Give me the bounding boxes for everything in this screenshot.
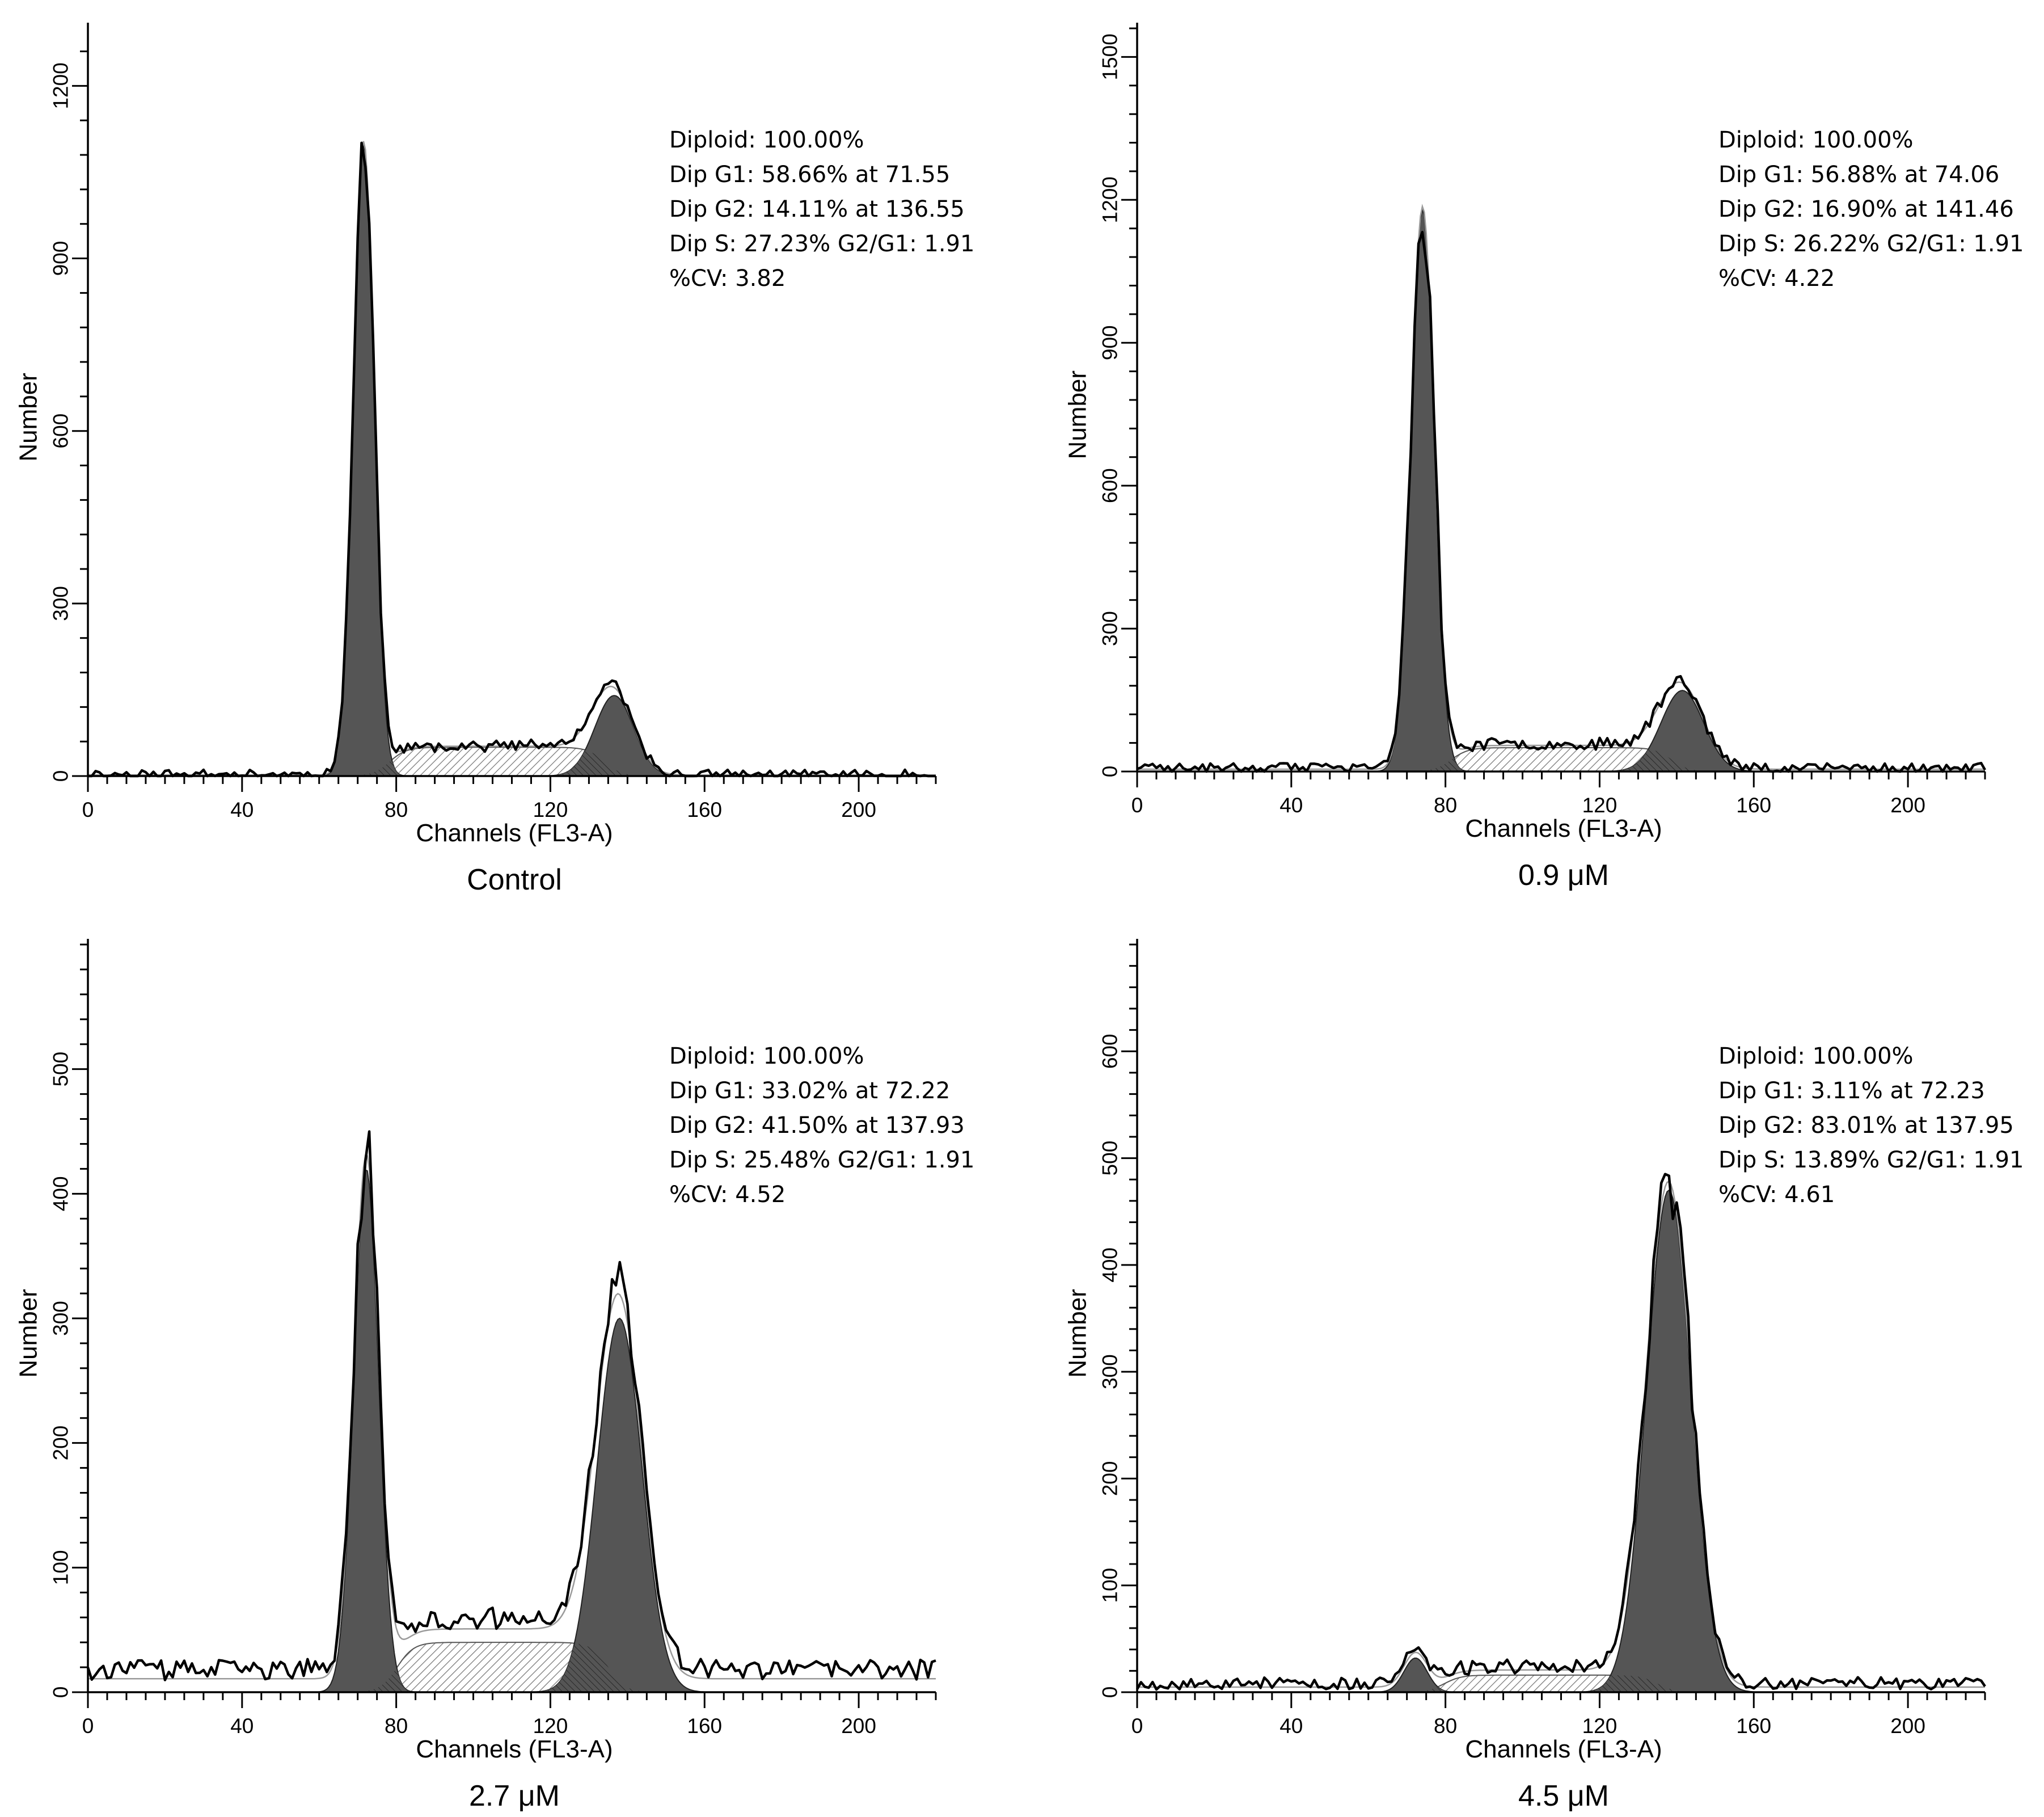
stats-line: Dip G2: 16.90% at 141.46 bbox=[1718, 196, 2014, 222]
x-tick-label: 40 bbox=[230, 798, 254, 821]
x-tick-label: 120 bbox=[1582, 794, 1618, 817]
g2-peak-area bbox=[88, 1317, 936, 1693]
x-tick-label: 80 bbox=[1434, 1714, 1457, 1738]
y-tick-label: 600 bbox=[49, 414, 73, 449]
x-tick-label: 160 bbox=[1736, 794, 1771, 817]
x-tick-label: 80 bbox=[385, 798, 408, 821]
stats-line: Diploid: 100.00% bbox=[1718, 127, 1914, 153]
y-tick-label: 1200 bbox=[1099, 176, 1122, 223]
g2-peak-area bbox=[1137, 1189, 1985, 1693]
x-axis-title: Channels (FL3-A) bbox=[1465, 1735, 1662, 1763]
x-tick-label: 160 bbox=[687, 1714, 722, 1738]
y-tick-label: 200 bbox=[49, 1426, 73, 1461]
histogram-panel-bottom-right: 0 40 80 120 160 200 0 100 200 300 400 500 600 Channel… bbox=[1064, 939, 2024, 1812]
y-axis-title: Number bbox=[15, 373, 43, 462]
stats-line: Dip G1: 58.66% at 71.55 bbox=[669, 162, 950, 188]
model-fit-line bbox=[1137, 1181, 1985, 1688]
x-tick-label: 80 bbox=[385, 1714, 408, 1738]
stats-line: Diploid: 100.00% bbox=[1718, 1043, 1914, 1069]
y-tick-label: 500 bbox=[1099, 1141, 1122, 1176]
x-tick-label: 120 bbox=[1582, 1714, 1618, 1738]
x-tick-label: 120 bbox=[533, 1714, 568, 1738]
y-tick-label: 0 bbox=[1099, 766, 1122, 778]
stats-line: Dip G2: 14.11% at 136.55 bbox=[669, 196, 965, 222]
y-axis-title: Number bbox=[1064, 370, 1092, 459]
x-tick-label: 0 bbox=[1131, 794, 1143, 817]
stats-line: Dip G2: 41.50% at 137.93 bbox=[669, 1112, 965, 1139]
x-axis-title: Channels (FL3-A) bbox=[1465, 815, 1662, 842]
x-tick-label: 0 bbox=[82, 1714, 94, 1738]
raw-histogram-line bbox=[1136, 1173, 1986, 1691]
panel-caption: 0.9 μM bbox=[1518, 859, 1609, 892]
x-tick-label: 0 bbox=[1131, 1714, 1143, 1738]
x-tick-label: 40 bbox=[1279, 794, 1303, 817]
raw-histogram-line bbox=[1137, 230, 1986, 773]
y-tick-label: 600 bbox=[1099, 468, 1122, 503]
x-tick-label: 200 bbox=[1890, 1714, 1925, 1738]
stats-line: Dip G2: 83.01% at 137.95 bbox=[1718, 1112, 2014, 1139]
x-tick-label: 40 bbox=[1279, 1714, 1303, 1738]
y-tick-label: 0 bbox=[1099, 1687, 1122, 1698]
panel-caption: 2.7 μM bbox=[469, 1780, 560, 1812]
y-tick-label: 500 bbox=[49, 1052, 73, 1087]
stats-line: Dip S: 26.22% G2/G1: 1.91 bbox=[1718, 231, 2024, 257]
panel-caption: 4.5 μM bbox=[1518, 1780, 1609, 1812]
y-tick-label: 100 bbox=[1099, 1568, 1122, 1603]
s-phase-area bbox=[1137, 747, 1985, 772]
model-fit-line bbox=[88, 1154, 936, 1680]
stats-line: %CV: 4.52 bbox=[669, 1182, 785, 1208]
y-tick-label: 300 bbox=[49, 1301, 73, 1336]
histogram-panel-bottom-left: 0 40 80 120 160 200 0 100 200 300 400 500 Channels (… bbox=[15, 939, 974, 1812]
raw-histogram-line bbox=[86, 1130, 936, 1681]
s-phase-area bbox=[88, 747, 936, 777]
stats-line: Diploid: 100.00% bbox=[669, 1043, 864, 1069]
y-tick-label: 0 bbox=[49, 1687, 73, 1698]
stats-line: %CV: 4.22 bbox=[1718, 265, 1835, 292]
stats-line: %CV: 3.82 bbox=[669, 265, 785, 292]
stats-line: Dip S: 13.89% G2/G1: 1.91 bbox=[1718, 1147, 2024, 1173]
stats-line: %CV: 4.61 bbox=[1718, 1182, 1835, 1208]
stats-line: Dip G1: 56.88% at 74.06 bbox=[1718, 162, 1999, 188]
stats-line: Dip G1: 3.11% at 72.23 bbox=[1718, 1078, 1985, 1104]
x-tick-label: 0 bbox=[82, 798, 94, 821]
histogram-panel-top-right: 0 40 80 120 160 200 0 300 600 900 1200 1500 Channels… bbox=[1064, 23, 2024, 892]
model-fit-line bbox=[1137, 204, 1985, 770]
y-tick-label: 300 bbox=[1099, 1354, 1122, 1389]
y-tick-label: 300 bbox=[49, 586, 73, 621]
x-tick-label: 120 bbox=[533, 798, 568, 821]
stats-line: Dip G1: 33.02% at 72.22 bbox=[669, 1078, 950, 1104]
x-tick-label: 200 bbox=[1890, 794, 1925, 817]
x-axis-title: Channels (FL3-A) bbox=[416, 819, 613, 847]
y-tick-label: 1200 bbox=[49, 62, 73, 109]
y-tick-label: 300 bbox=[1099, 611, 1122, 646]
stats-line: Dip S: 25.48% G2/G1: 1.91 bbox=[669, 1147, 974, 1173]
stats-line: Diploid: 100.00% bbox=[669, 127, 864, 153]
x-tick-label: 80 bbox=[1434, 794, 1457, 817]
panel-caption: Control bbox=[467, 863, 562, 896]
x-tick-label: 200 bbox=[841, 798, 876, 821]
y-tick-label: 900 bbox=[1099, 325, 1122, 360]
y-tick-label: 600 bbox=[1099, 1034, 1122, 1069]
x-tick-label: 200 bbox=[841, 1714, 876, 1738]
y-tick-label: 1500 bbox=[1099, 33, 1122, 80]
y-tick-label: 0 bbox=[49, 770, 73, 782]
y-axis-title: Number bbox=[15, 1289, 43, 1378]
x-tick-label: 160 bbox=[687, 798, 722, 821]
y-tick-label: 900 bbox=[49, 241, 73, 276]
y-tick-label: 400 bbox=[49, 1176, 73, 1211]
x-axis-title: Channels (FL3-A) bbox=[416, 1735, 613, 1763]
histogram-panel-top-left: 0 40 80 120 160 200 0 300 600 900 1200 Channels (FL… bbox=[15, 23, 974, 896]
g1-peak-area bbox=[1137, 207, 1985, 772]
y-axis-title: Number bbox=[1064, 1289, 1092, 1378]
x-tick-label: 40 bbox=[230, 1714, 254, 1738]
x-tick-label: 160 bbox=[1736, 1714, 1771, 1738]
y-tick-label: 200 bbox=[1099, 1461, 1122, 1496]
stats-line: Dip S: 27.23% G2/G1: 1.91 bbox=[669, 231, 974, 257]
y-tick-label: 400 bbox=[1099, 1247, 1122, 1283]
y-tick-label: 100 bbox=[49, 1550, 73, 1585]
